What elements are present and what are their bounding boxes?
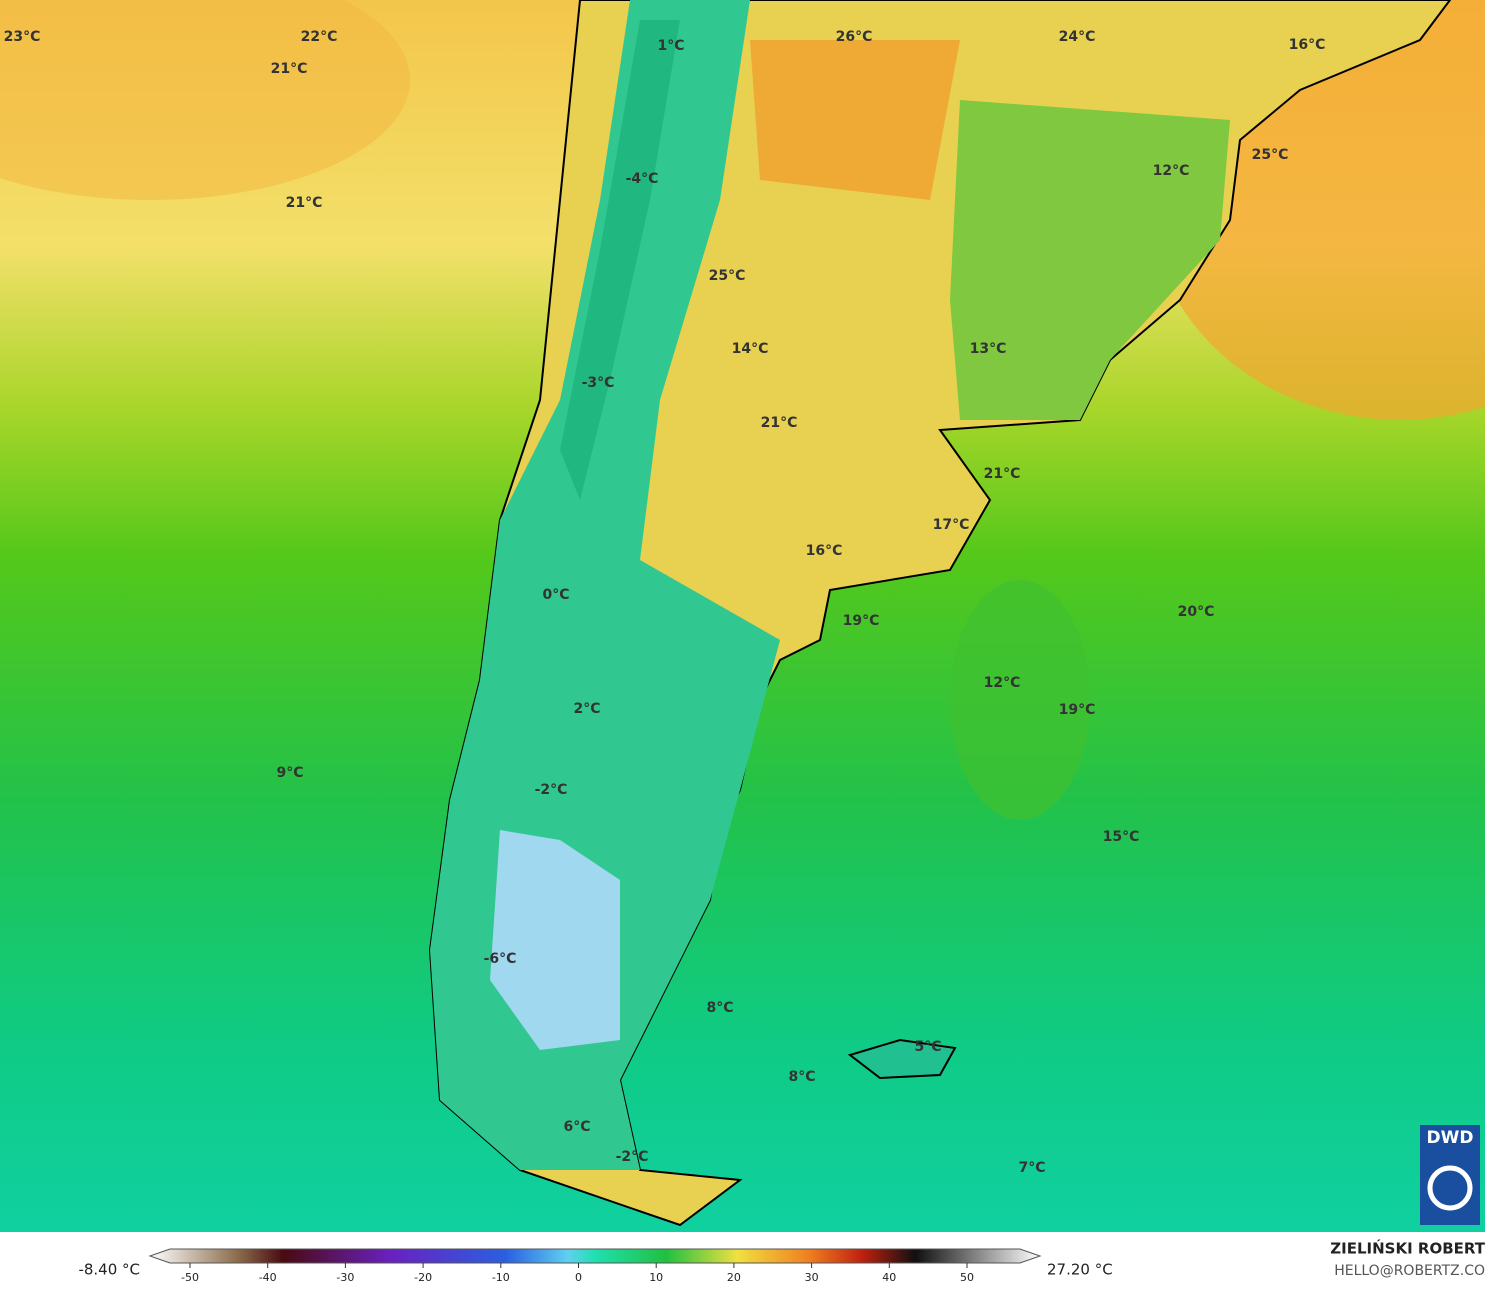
temp-label: 17°C (933, 517, 970, 533)
colorbar-tick-label: -20 (414, 1271, 432, 1284)
land-warm (750, 40, 960, 200)
temp-label: 21°C (984, 466, 1021, 482)
warm-area (0, 0, 410, 200)
temp-label: 5°C (914, 1039, 941, 1055)
colorbar-tick-label: 50 (960, 1271, 974, 1284)
temp-label: 0°C (542, 587, 569, 603)
land-cool (950, 100, 1230, 420)
temp-label: 15°C (1103, 829, 1140, 845)
colorbar-tick-label: -40 (259, 1271, 277, 1284)
temp-label: -2°C (616, 1149, 649, 1165)
colorbar-tick-label: 20 (727, 1271, 741, 1284)
temp-label: -4°C (626, 171, 659, 187)
temp-label: 16°C (1289, 37, 1326, 53)
temp-label: 2°C (573, 701, 600, 717)
colorbar-tick-label: 0 (575, 1271, 582, 1284)
colorbar-min: -8.40 °C (78, 1261, 140, 1279)
temp-label: -3°C (582, 375, 615, 391)
colorbar-tick-label: 30 (805, 1271, 819, 1284)
colorbar-tick-label: 40 (882, 1271, 896, 1284)
temp-label: 21°C (271, 61, 308, 77)
temp-label: 12°C (1153, 163, 1190, 179)
colorbar-tick-label: -30 (336, 1271, 354, 1284)
temp-label: 20°C (1178, 604, 1215, 620)
temp-label: 1°C (657, 38, 684, 54)
temp-label: 19°C (1059, 702, 1096, 718)
temp-label: 26°C (836, 29, 873, 45)
colorbar-max: 27.20 °C (1047, 1261, 1113, 1279)
temp-label: 8°C (788, 1069, 815, 1085)
temp-label: 24°C (1059, 29, 1096, 45)
credit-email: HELLO@ROBERTZ.CO (1334, 1263, 1485, 1279)
temp-label: 25°C (1252, 147, 1289, 163)
temp-label: 12°C (984, 675, 1021, 691)
temp-label: 19°C (843, 613, 880, 629)
temp-label: 23°C (4, 29, 41, 45)
colorbar-tick-label: -10 (492, 1271, 510, 1284)
colorbar (148, 1248, 1042, 1264)
falklands (847, 1038, 957, 1080)
logo-text: DWD (1427, 1128, 1474, 1148)
credit-name: ZIELIŃSKI ROBERT (1330, 1239, 1485, 1258)
temp-label: 9°C (276, 765, 303, 781)
temp-label: 21°C (761, 415, 798, 431)
temp-label: 25°C (709, 268, 746, 284)
colorbar-tick-label: 10 (649, 1271, 663, 1284)
temp-label: 14°C (732, 341, 769, 357)
temp-label: 6°C (563, 1119, 590, 1135)
temp-label: -2°C (535, 782, 568, 798)
temp-label: 13°C (970, 341, 1007, 357)
temp-label: 16°C (806, 543, 843, 559)
temp-label: 22°C (301, 29, 338, 45)
icefield (490, 830, 620, 1050)
colorbar-tick-label: -50 (181, 1271, 199, 1284)
temp-label: 8°C (706, 1000, 733, 1016)
andes (560, 20, 680, 500)
temp-label: -6°C (484, 951, 517, 967)
temp-label: 7°C (1018, 1160, 1045, 1176)
temp-label: 21°C (286, 195, 323, 211)
logo-swirl (1427, 1165, 1473, 1211)
cool-area (950, 580, 1090, 820)
